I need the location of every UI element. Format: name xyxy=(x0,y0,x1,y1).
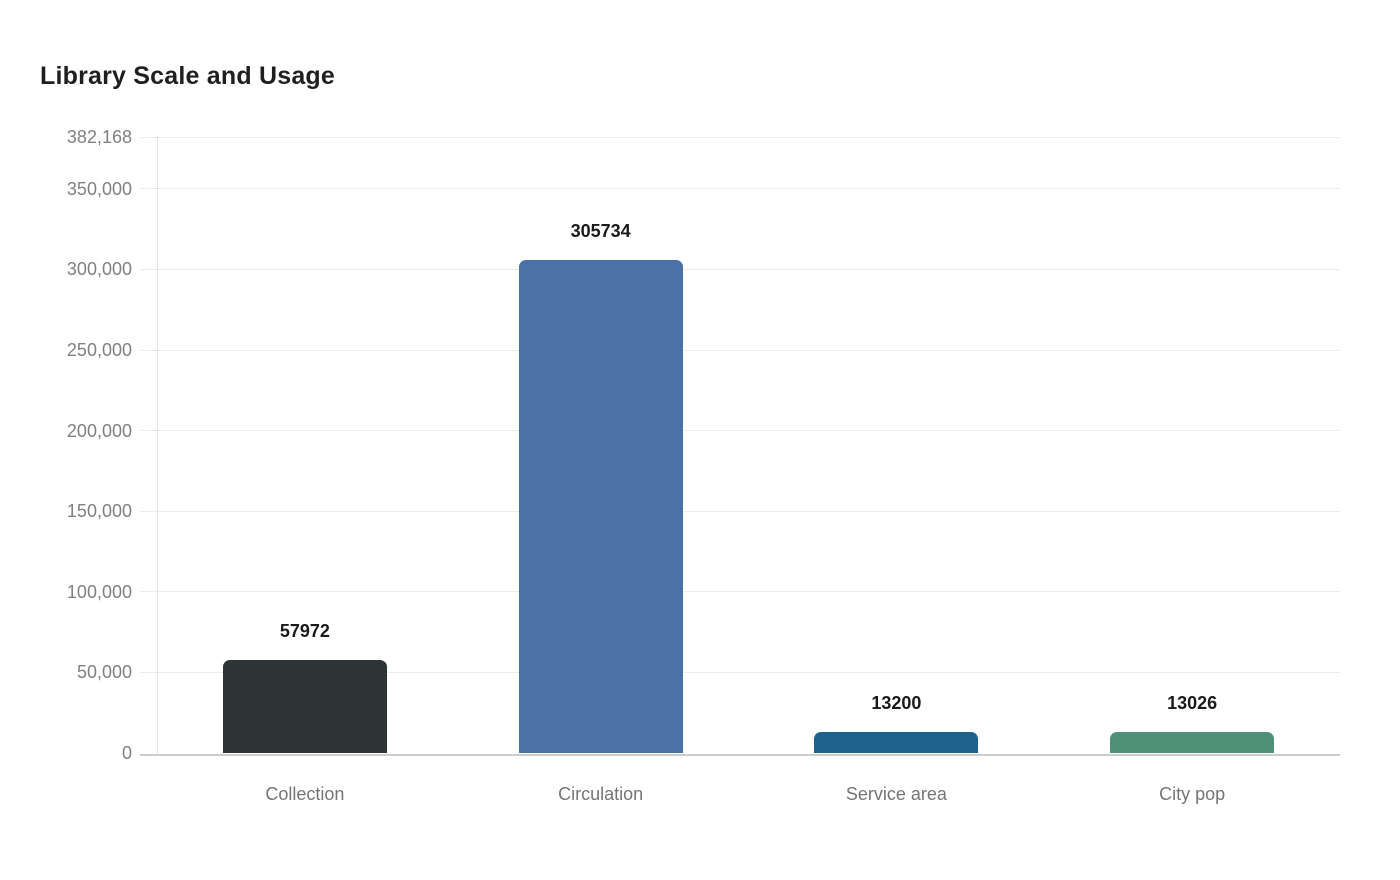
y-axis-line xyxy=(157,137,158,753)
gridline xyxy=(140,430,1340,432)
gridline xyxy=(140,671,1340,673)
gridline xyxy=(140,510,1340,512)
y-axis-tick-label: 0 xyxy=(121,743,132,763)
bar-city-pop xyxy=(1110,732,1275,753)
x-axis-category-label: Collection xyxy=(265,784,345,804)
gridline xyxy=(140,591,1340,593)
x-axis-category-label: City pop xyxy=(1159,784,1226,804)
y-axis-tick-label: 200,000 xyxy=(66,420,132,441)
x-axis-category-label: Service area xyxy=(845,784,947,804)
y-axis-tick-label: 250,000 xyxy=(66,340,132,361)
bar-value-label: 13026 xyxy=(1167,693,1218,713)
y-axis-tick-label: 150,000 xyxy=(66,501,132,522)
gridline xyxy=(140,349,1340,351)
y-axis-tick-label: 350,000 xyxy=(66,178,132,199)
y-axis-tick-label: 50,000 xyxy=(76,662,132,683)
bar-service-area xyxy=(814,731,979,753)
x-axis-category-label: Circulation xyxy=(558,784,644,804)
x-axis-line xyxy=(140,754,1340,756)
gridline xyxy=(140,268,1340,270)
bar-collection xyxy=(222,659,387,753)
bar-value-label: 57972 xyxy=(279,620,330,641)
y-axis-tick-label: 100,000 xyxy=(66,581,132,602)
gridline xyxy=(140,188,1340,190)
bar-value-label: 13200 xyxy=(871,692,922,713)
gridline xyxy=(140,136,1340,138)
bar-circulation xyxy=(518,260,683,753)
y-axis-tick-label: 300,000 xyxy=(66,259,132,280)
chart-title: Library Scale and Usage xyxy=(40,62,336,90)
y-axis-tick-label: 382,168 xyxy=(66,127,132,147)
bar-value-label: 305734 xyxy=(570,221,631,242)
